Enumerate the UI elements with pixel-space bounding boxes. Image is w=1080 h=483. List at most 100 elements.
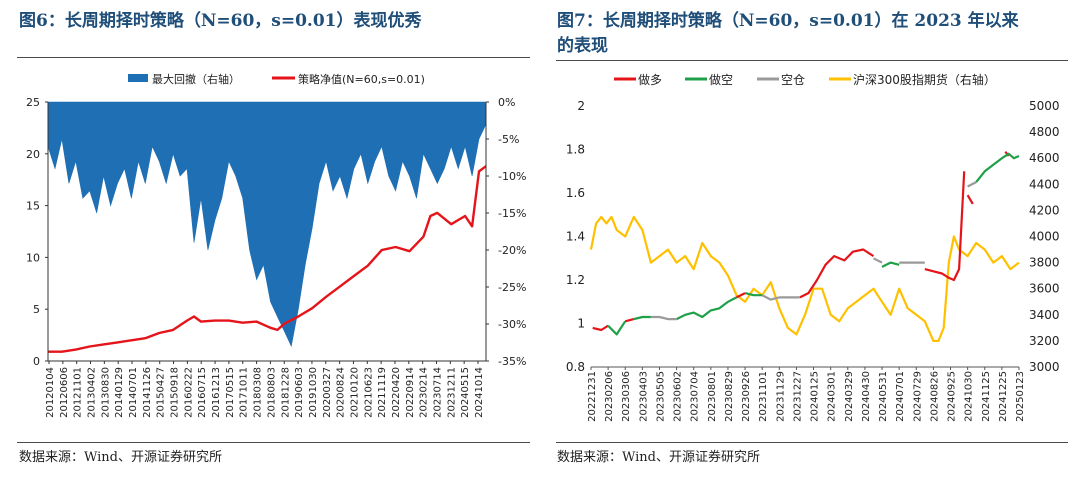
x-tick-label: 20230801 (707, 371, 718, 422)
x-tick-label: 20141126 (142, 367, 153, 418)
right-y-tick-label: -10% (498, 170, 526, 183)
right-chart-plot (589, 151, 1020, 342)
x-tick-label: 20130402 (87, 367, 98, 418)
x-tick-label: 20161213 (211, 367, 222, 418)
figure-6-bottom-rule (17, 442, 530, 443)
short-segment (975, 152, 1020, 183)
right-y-tick-label: -30% (498, 318, 526, 331)
legend-label-nav: 策略净值(N=60,s=0.01) (298, 72, 425, 86)
x-tick-label: 20240301 (827, 371, 838, 422)
right-y-tick-label: 3600 (1029, 282, 1060, 296)
x-tick-label: 20240925 (947, 371, 958, 422)
short-segment (881, 261, 900, 268)
left-chart-plot (47, 101, 487, 353)
x-tick-label: 20230403 (638, 371, 649, 422)
x-tick-label: 20240826 (929, 371, 940, 422)
x-tick-label: 20230602 (673, 371, 684, 422)
left-y-tick-label: 1.8 (566, 143, 585, 157)
x-tick-label: 20230214 (419, 367, 430, 418)
left-y-tick-label: 20 (26, 148, 40, 161)
left-y-tick-label: 1.2 (566, 273, 585, 287)
right-y-tick-label: 3000 (1029, 360, 1060, 374)
x-tick-label: 20130830 (100, 367, 111, 418)
x-tick-label: 20240329 (844, 371, 855, 422)
x-tick-label: 20241125 (981, 371, 992, 422)
x-tick-label: 20200327 (322, 367, 333, 418)
right-y-tick-label: -5% (498, 133, 519, 146)
flat-segment (650, 315, 677, 321)
figure-6-source: 数据来源：Wind、开源证券研究所 (19, 450, 222, 465)
x-tick-label: 20231101 (758, 371, 769, 422)
x-tick-label: 20230829 (724, 371, 735, 422)
left-y-tick-label: 0.8 (566, 360, 585, 374)
legend-long-label: 做多 (638, 72, 662, 87)
long-segment (966, 194, 974, 205)
x-tick-label: 20250123 (1015, 371, 1026, 422)
figure-7-bottom-rule (556, 442, 1068, 443)
max-drawdown-area (47, 101, 487, 348)
x-tick-label: 20190603 (294, 367, 305, 418)
left-y-tick-label: 1 (577, 317, 585, 331)
short-segment (633, 315, 651, 321)
legend-label-drawdown: 最大回撤（右轴） (152, 72, 240, 86)
x-tick-label: 20231129 (775, 371, 786, 422)
right-y-tick-label: 0% (498, 96, 515, 109)
x-tick-label: 20231211 (446, 367, 457, 418)
right-y-tick-label: 3400 (1029, 308, 1060, 322)
short-segment (676, 296, 738, 321)
long-segment (624, 318, 635, 323)
long-segment (736, 292, 746, 299)
drawdown-nav-chart: 最大回撤（右轴） 策略净值(N=60,s=0.01) 0 5 10 15 20 25 0% -5… (26, 72, 526, 418)
left-y-tick-label: 5 (33, 303, 40, 316)
right-y-tick-label: 4800 (1029, 125, 1060, 139)
figure-7-top-rule (556, 60, 1068, 61)
strategy-2023-chart: 做多 做空 空仓 沪深300股指期货（右轴） 20221231 20230206 2023… (566, 72, 1060, 422)
left-y-tick-label: 2 (577, 99, 585, 113)
short-segment (744, 292, 763, 297)
x-tick-label: 20180308 (253, 367, 264, 418)
right-chart-axes: 20221231 20230206 20230306 20230403 20230505… (566, 99, 1060, 422)
figure-6-title: 图6：长周期择时策略（N=60，s=0.01）表现优秀 (19, 11, 422, 31)
right-y-tick-label: 3800 (1029, 256, 1060, 270)
right-y-tick-label: -15% (498, 207, 526, 220)
x-tick-label: 20210623 (363, 367, 374, 418)
legend-flat-label: 空仓 (781, 73, 805, 87)
x-tick-label: 20160715 (197, 367, 208, 418)
x-tick-label: 20241030 (964, 371, 975, 422)
x-tick-label: 20240125 (810, 371, 821, 422)
x-tick-label: 20121101 (73, 367, 84, 418)
right-y-tick-label: 4400 (1029, 177, 1060, 191)
left-chart-legend: 最大回撤（右轴） 策略净值(N=60,s=0.01) (128, 72, 425, 86)
x-tick-label: 20240531 (878, 371, 889, 422)
legend-short-label: 做空 (709, 72, 733, 87)
right-y-tick-label: 4200 (1029, 203, 1060, 217)
strategy-nav-line (48, 165, 487, 353)
x-tick-label: 20221231 (587, 371, 598, 422)
flat-segment (873, 257, 883, 264)
x-tick-label: 20231227 (792, 371, 803, 422)
figure-7-title-line1: 图7：长周期择时策略（N=60，s=0.01）在 2023 年以来 (557, 11, 1019, 31)
x-tick-label: 20241225 (998, 371, 1009, 422)
left-y-tick-label: 0 (33, 355, 40, 368)
left-chart-axes: 0 5 10 15 20 25 0% -5% -10% -15% -20% -25% -30% -35% 2… (26, 96, 526, 418)
x-tick-label: 20240430 (861, 371, 872, 422)
long-segment (592, 324, 609, 332)
x-tick-label: 20220420 (391, 367, 402, 418)
right-y-tick-label: 4600 (1029, 151, 1060, 165)
x-tick-label: 20120104 (45, 367, 56, 418)
left-y-tick-label: 10 (26, 251, 40, 264)
x-tick-label: 20140701 (128, 367, 139, 418)
x-tick-label: 20230704 (690, 371, 701, 422)
long-segment (799, 248, 875, 299)
csi300-futures-line (589, 215, 1020, 342)
left-y-tick-label: 15 (26, 200, 40, 213)
x-tick-label: 20230505 (656, 371, 667, 422)
short-segment (607, 320, 627, 336)
flat-segment (967, 181, 977, 188)
x-tick-label: 20240729 (912, 371, 923, 422)
right-y-tick-label: -35% (498, 355, 526, 368)
x-tick-label: 20171011 (239, 367, 250, 418)
x-tick-label: 20210120 (350, 367, 361, 418)
left-y-tick-label: 1.6 (566, 186, 585, 200)
figure-6-top-rule (17, 57, 530, 58)
